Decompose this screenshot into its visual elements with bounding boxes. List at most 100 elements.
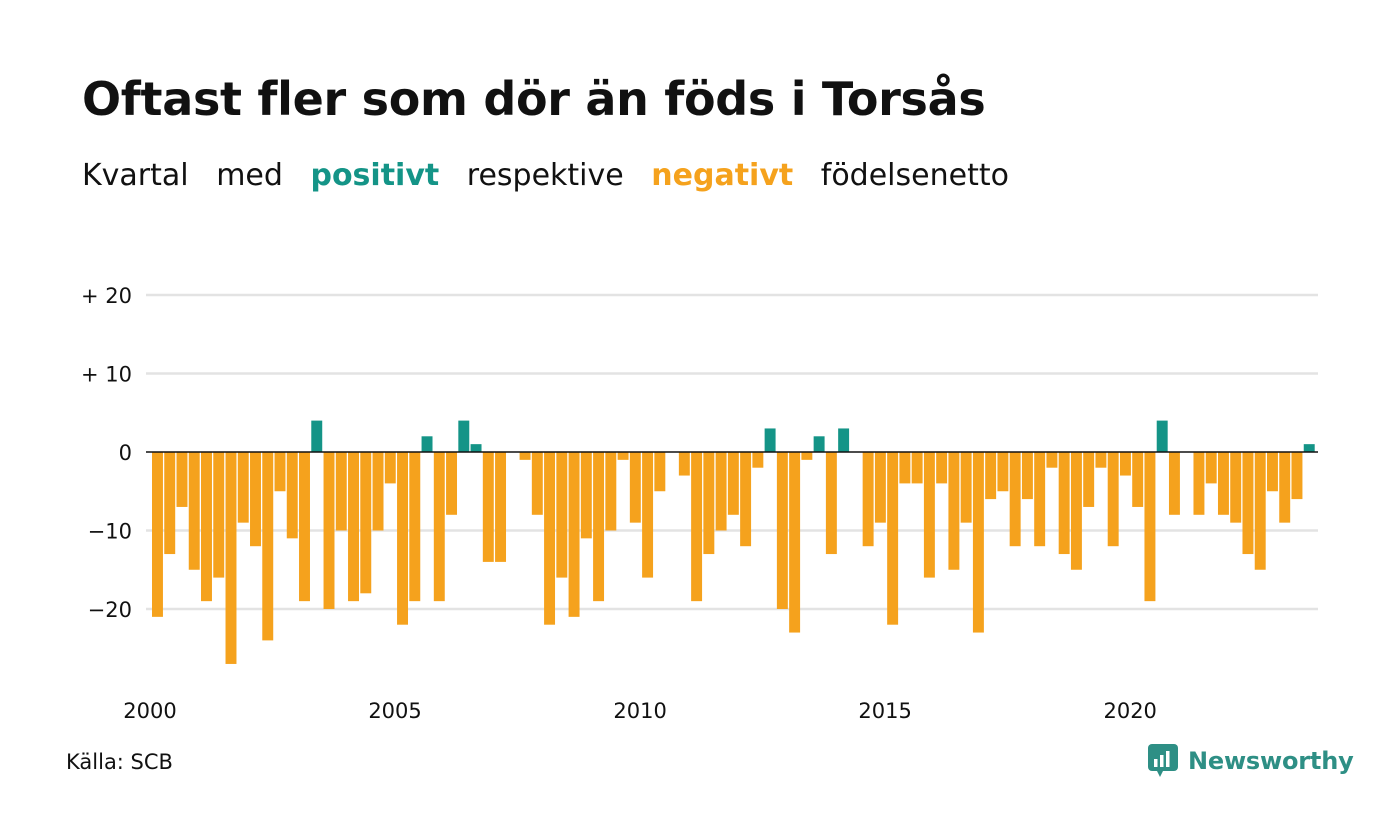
bar-negative xyxy=(446,452,458,515)
chart-subtitle: Kvartal med positivt respektive negativt… xyxy=(82,158,1027,193)
x-tick-label: 2000 xyxy=(123,699,176,723)
bar-negative xyxy=(899,452,911,484)
bar-negative xyxy=(923,452,935,578)
bar-negative xyxy=(1107,452,1119,547)
bar-negative xyxy=(740,452,752,547)
bars xyxy=(152,420,1315,664)
bar-negative xyxy=(250,452,261,547)
bar-negative xyxy=(825,452,837,555)
bar-negative xyxy=(1034,452,1046,547)
subtitle-word-kvartal: Kvartal xyxy=(82,158,189,193)
bar-negative xyxy=(299,452,310,602)
x-tick-label: 2005 xyxy=(368,699,421,723)
bar-negative xyxy=(1046,452,1058,468)
bar-positive xyxy=(470,444,482,452)
bar-negative xyxy=(776,452,788,609)
subtitle-positive-label: positivt xyxy=(310,158,440,193)
bar-negative xyxy=(1254,452,1266,570)
bar-negative xyxy=(188,452,200,570)
bar-negative xyxy=(1168,452,1180,515)
bar-negative xyxy=(1230,452,1242,523)
bar-negative xyxy=(274,452,286,492)
bar-negative xyxy=(482,452,494,562)
bar-positive xyxy=(421,436,433,452)
bar-negative xyxy=(801,452,813,460)
source-note: Källa: SCB xyxy=(66,750,173,774)
y-tick-label: 0 xyxy=(119,441,132,465)
bar-negative xyxy=(617,452,629,460)
bar-negative xyxy=(580,452,592,539)
y-tick-label: + 20 xyxy=(81,284,132,308)
bar-negative xyxy=(286,452,298,539)
bar-negative xyxy=(715,452,727,531)
bar-negative xyxy=(531,452,543,515)
bar-negative xyxy=(372,452,384,531)
bar-negative xyxy=(433,452,445,602)
bar-negative xyxy=(972,452,984,633)
bar-negative xyxy=(348,452,359,602)
bar-negative xyxy=(997,452,1009,492)
bar-negative xyxy=(1291,452,1303,500)
bar-negative xyxy=(225,452,237,664)
bar-negative xyxy=(1217,452,1229,515)
bar-negative xyxy=(727,452,739,515)
bar-negative xyxy=(874,452,886,523)
axes: + 20 + 10 0 −10 −20 2000 2005 2010 2015 2020 xyxy=(81,284,1318,723)
bar-negative xyxy=(397,452,408,625)
bar-negative xyxy=(1083,452,1095,507)
bar-negative xyxy=(568,452,580,617)
bar-negative xyxy=(1058,452,1070,555)
bar-negative xyxy=(948,452,960,570)
bar-negative xyxy=(176,452,188,507)
bar-negative xyxy=(164,452,176,555)
bar-negative xyxy=(1021,452,1033,500)
bar-negative xyxy=(960,452,972,523)
bar-negative xyxy=(862,452,874,547)
bar-negative xyxy=(752,452,764,468)
bar-negative xyxy=(1095,452,1107,468)
bar-negative xyxy=(544,452,556,625)
bar-negative xyxy=(1144,452,1156,602)
bar-positive xyxy=(813,436,825,452)
bar-negative xyxy=(1266,452,1278,492)
bar-positive xyxy=(1303,444,1315,452)
bar-positive xyxy=(458,420,470,452)
subtitle-negative-label: negativt xyxy=(651,158,794,193)
bar-negative xyxy=(360,452,372,594)
bar-negative xyxy=(237,452,249,523)
bar-positive xyxy=(838,428,850,452)
bar-negative xyxy=(556,452,568,578)
bar-negative xyxy=(887,452,899,625)
subtitle-word-med: med xyxy=(216,158,283,193)
bar-negative xyxy=(495,452,507,562)
bar-negative xyxy=(201,452,212,602)
bar-negative xyxy=(1132,452,1144,507)
newsworthy-logo-icon xyxy=(1148,744,1178,777)
bar-negative xyxy=(691,452,703,602)
y-tick-label: + 10 xyxy=(81,363,132,387)
bar-negative xyxy=(1009,452,1021,547)
bar-negative xyxy=(678,452,690,476)
x-tick-label: 2010 xyxy=(613,699,666,723)
bar-negative xyxy=(605,452,617,531)
bar-negative xyxy=(1279,452,1291,523)
bar-negative xyxy=(519,452,531,460)
bar-negative xyxy=(789,452,801,633)
bar-negative xyxy=(1205,452,1217,484)
bar-negative xyxy=(262,452,274,641)
y-tick-label: −20 xyxy=(88,598,132,622)
bar-negative xyxy=(384,452,396,484)
bar-negative xyxy=(1193,452,1205,515)
bar-negative xyxy=(335,452,347,531)
bar-positive xyxy=(311,420,323,452)
bar-negative xyxy=(1070,452,1082,570)
bar-negative xyxy=(1242,452,1254,555)
chart-title: Oftast fler som dör än föds i Torsås xyxy=(82,72,986,126)
bar-negative xyxy=(703,452,715,555)
x-tick-label: 2020 xyxy=(1103,699,1156,723)
bar-positive xyxy=(764,428,776,452)
bar-negative xyxy=(642,452,654,578)
bar-negative xyxy=(323,452,335,609)
bar-positive xyxy=(1156,420,1168,452)
